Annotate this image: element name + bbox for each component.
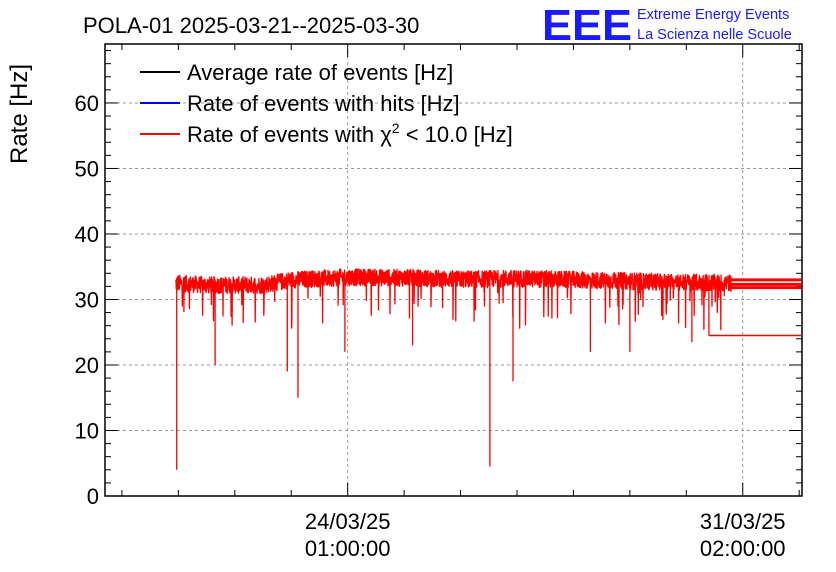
y-tick-label: 10 [75,418,99,443]
x-tick-time: 02:00:00 [700,536,786,561]
legend-label-chi2: Rate of events with χ2 < 10.0 [Hz] [187,120,513,147]
legend-item-hits: Rate of events with hits [Hz] [140,91,460,116]
chi-exponent: 2 [392,120,400,136]
x-tick-date: 24/03/25 [305,509,391,534]
chart-title: POLA-01 2025-03-21--2025-03-30 [83,13,419,38]
y-axis: 0 10 20 30 40 50 60 [75,50,802,509]
legend: Average rate of events [Hz] Rate of even… [140,60,513,147]
series-chi2-rate-line [174,268,733,470]
series-tail-lines [708,278,801,337]
plot-frame [104,43,803,497]
legend-label-hits: Rate of events with hits [Hz] [187,91,460,116]
org-name-line1: Extreme Energy Events [637,7,789,23]
legend-chi2-prefix: Rate of events with [187,122,380,147]
legend-item-chi2: Rate of events with χ2 < 10.0 [Hz] [140,120,513,147]
y-tick-label: 0 [87,484,99,509]
legend-label-average: Average rate of events [Hz] [187,60,453,85]
y-tick-label: 30 [75,287,99,312]
x-tick-time: 01:00:00 [305,536,391,561]
org-name-line2: La Scienza nelle Scuole [637,27,792,43]
legend-item-average: Average rate of events [Hz] [140,60,453,85]
y-tick-label: 20 [75,353,99,378]
y-tick-label: 40 [75,222,99,247]
eee-logo-text: EEE [542,1,632,50]
y-tick-label: 50 [75,156,99,181]
y-tick-label: 60 [75,91,99,116]
legend-chi2-suffix: < 10.0 [Hz] [400,122,513,147]
eee-logo: EEE Extreme Energy Events La Scienza nel… [542,1,792,50]
chi-symbol: χ [380,122,392,147]
y-axis-label: Rate [Hz] [6,64,33,164]
x-tick-date: 31/03/25 [700,509,786,534]
